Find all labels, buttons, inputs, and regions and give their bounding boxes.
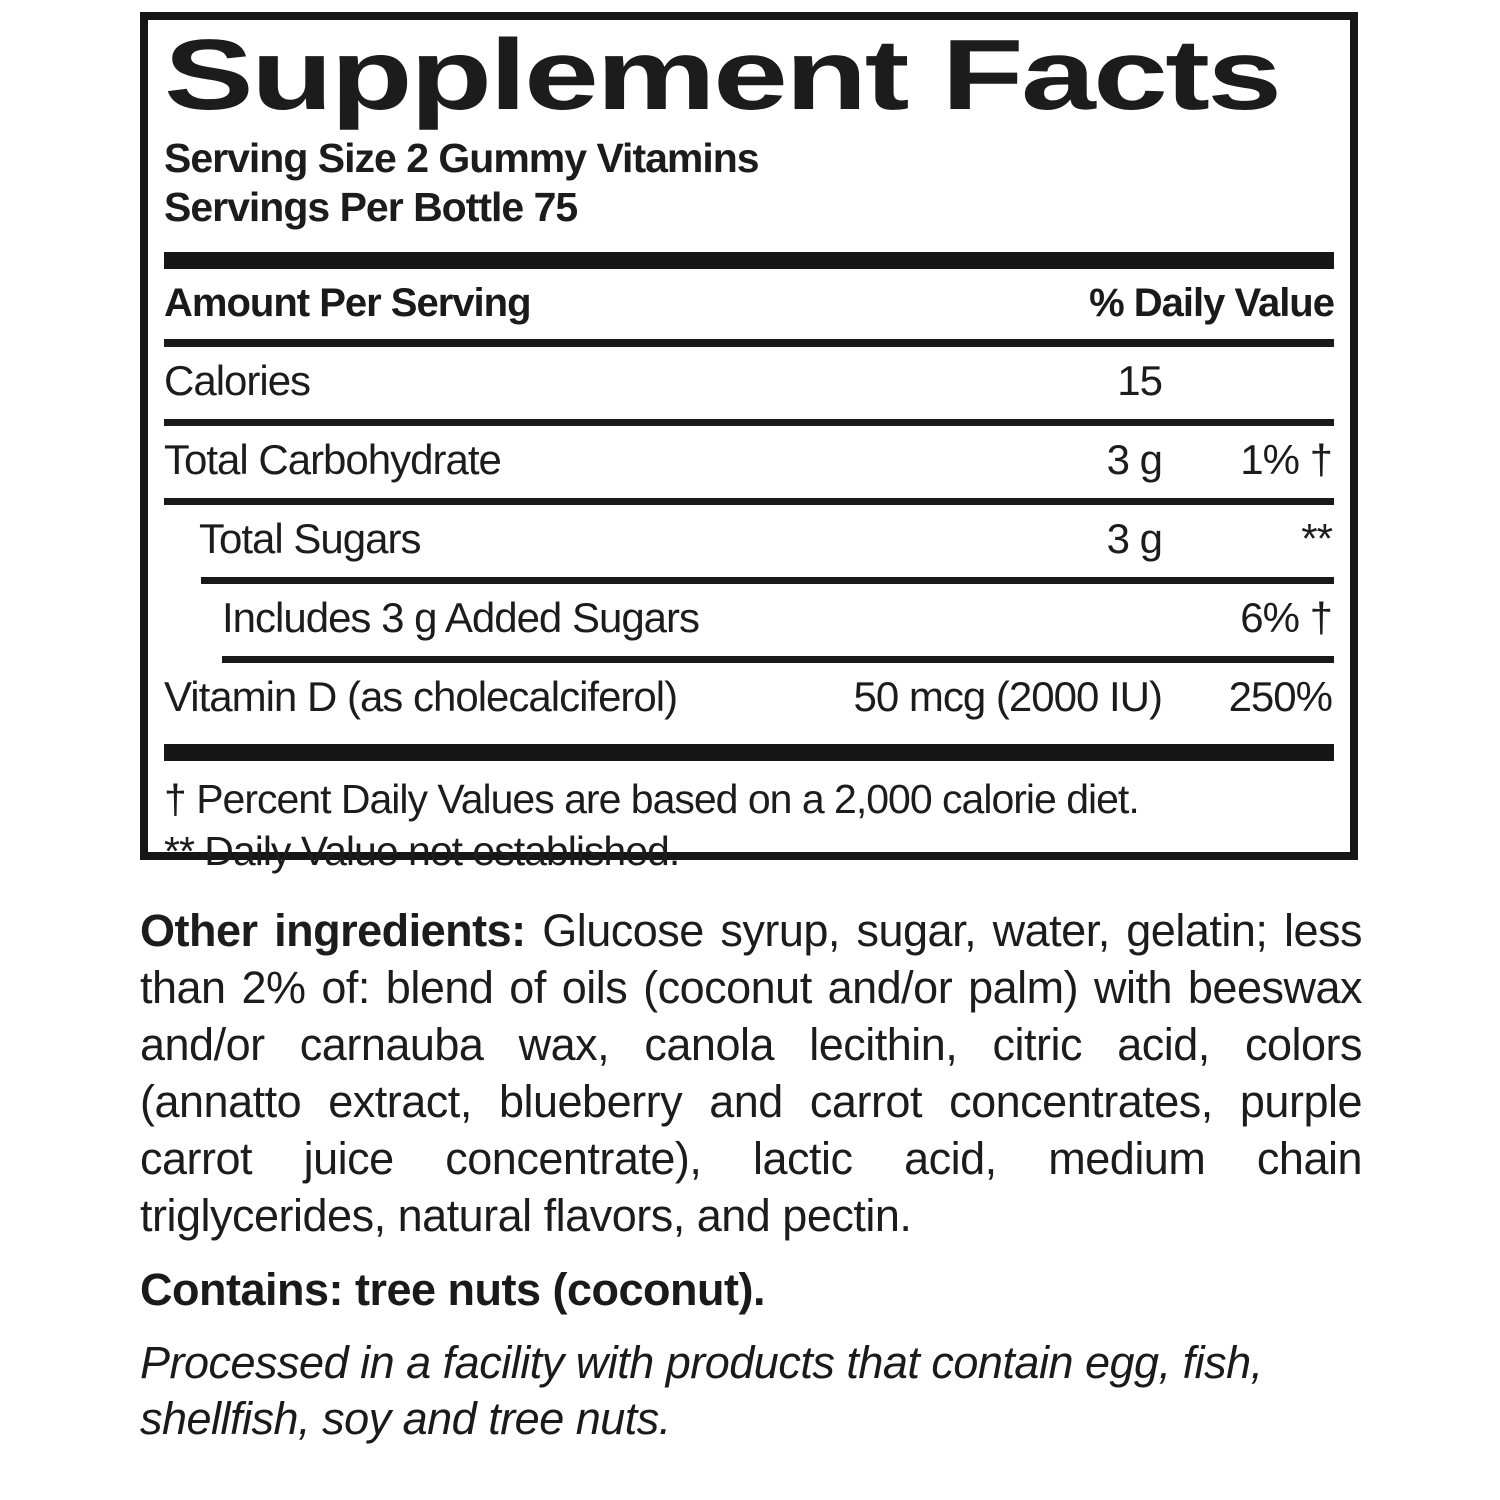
- other-ingredients-text: Glucose syrup, sugar, water, gelatin; le…: [140, 905, 1363, 1241]
- other-ingredients-paragraph: Other ingredients: Glucose syrup, sugar,…: [140, 902, 1363, 1244]
- allergen-facility-notice: Processed in a facility with products th…: [140, 1337, 1263, 1444]
- nutrient-row-calories: Calories 15: [164, 347, 1334, 419]
- contains-statement: Contains: tree nuts (coconut).: [140, 1264, 766, 1315]
- footnote-not-established: ** Daily Value not established.: [164, 828, 680, 874]
- nutrient-amount: 3 g: [1106, 436, 1163, 483]
- column-header-row: Amount Per Serving % Daily Value: [164, 269, 1335, 339]
- footnote-daily-value: † Percent Daily Values are based on a 2,…: [164, 776, 1140, 822]
- servings-per-bottle-line: Servings Per Bottle 75: [164, 184, 578, 230]
- nutrient-daily-value: 1% †: [1240, 436, 1333, 483]
- lower-text-block: Other ingredients: Glucose syrup, sugar,…: [140, 902, 1363, 1447]
- separator-rule: [164, 339, 1334, 347]
- nutrient-name: Calories: [164, 357, 311, 404]
- separator-rule-indented: [201, 577, 1334, 584]
- nutrient-daily-value: 250%: [1228, 673, 1333, 720]
- separator-rule: [164, 498, 1334, 505]
- footnotes: † Percent Daily Values are based on a 2,…: [164, 773, 1334, 877]
- nutrient-row-total-carbohydrate: Total Carbohydrate 3 g 1% †: [164, 426, 1334, 498]
- nutrient-name: Includes 3 g Added Sugars: [222, 594, 700, 641]
- nutrient-daily-value: **: [1301, 515, 1333, 562]
- amount-per-serving-header: Amount Per Serving: [164, 281, 532, 325]
- nutrient-name: Total Carbohydrate: [164, 436, 502, 483]
- nutrient-name: Vitamin D (as cholecalciferol): [164, 673, 678, 720]
- nutrient-row-vitamin-d: Vitamin D (as cholecalciferol) 50 mcg (2…: [164, 663, 1334, 735]
- daily-value-header: % Daily Value: [1089, 281, 1335, 325]
- nutrient-row-added-sugars: Includes 3 g Added Sugars 6% †: [164, 584, 1334, 656]
- nutrient-amount: 15: [1117, 357, 1163, 404]
- nutrient-daily-value: 6% †: [1240, 594, 1333, 641]
- nutrient-amount: 50 mcg (2000 IU): [853, 673, 1163, 720]
- panel-title: Supplement Facts: [164, 19, 1282, 131]
- separator-rule-indented: [222, 656, 1334, 663]
- separator-rule: [164, 419, 1334, 426]
- serving-size-line: Serving Size 2 Gummy Vitamins: [164, 135, 760, 181]
- separator-thick-bottom: [164, 744, 1334, 761]
- nutrient-row-total-sugars: Total Sugars 3 g **: [164, 505, 1334, 577]
- separator-thick-top: [164, 252, 1334, 269]
- other-ingredients-label: Other ingredients:: [140, 905, 526, 956]
- supplement-facts-panel: Supplement Facts Serving Size 2 Gummy Vi…: [140, 12, 1358, 874]
- nutrient-name: Total Sugars: [199, 515, 421, 562]
- nutrient-amount: 3 g: [1106, 515, 1163, 562]
